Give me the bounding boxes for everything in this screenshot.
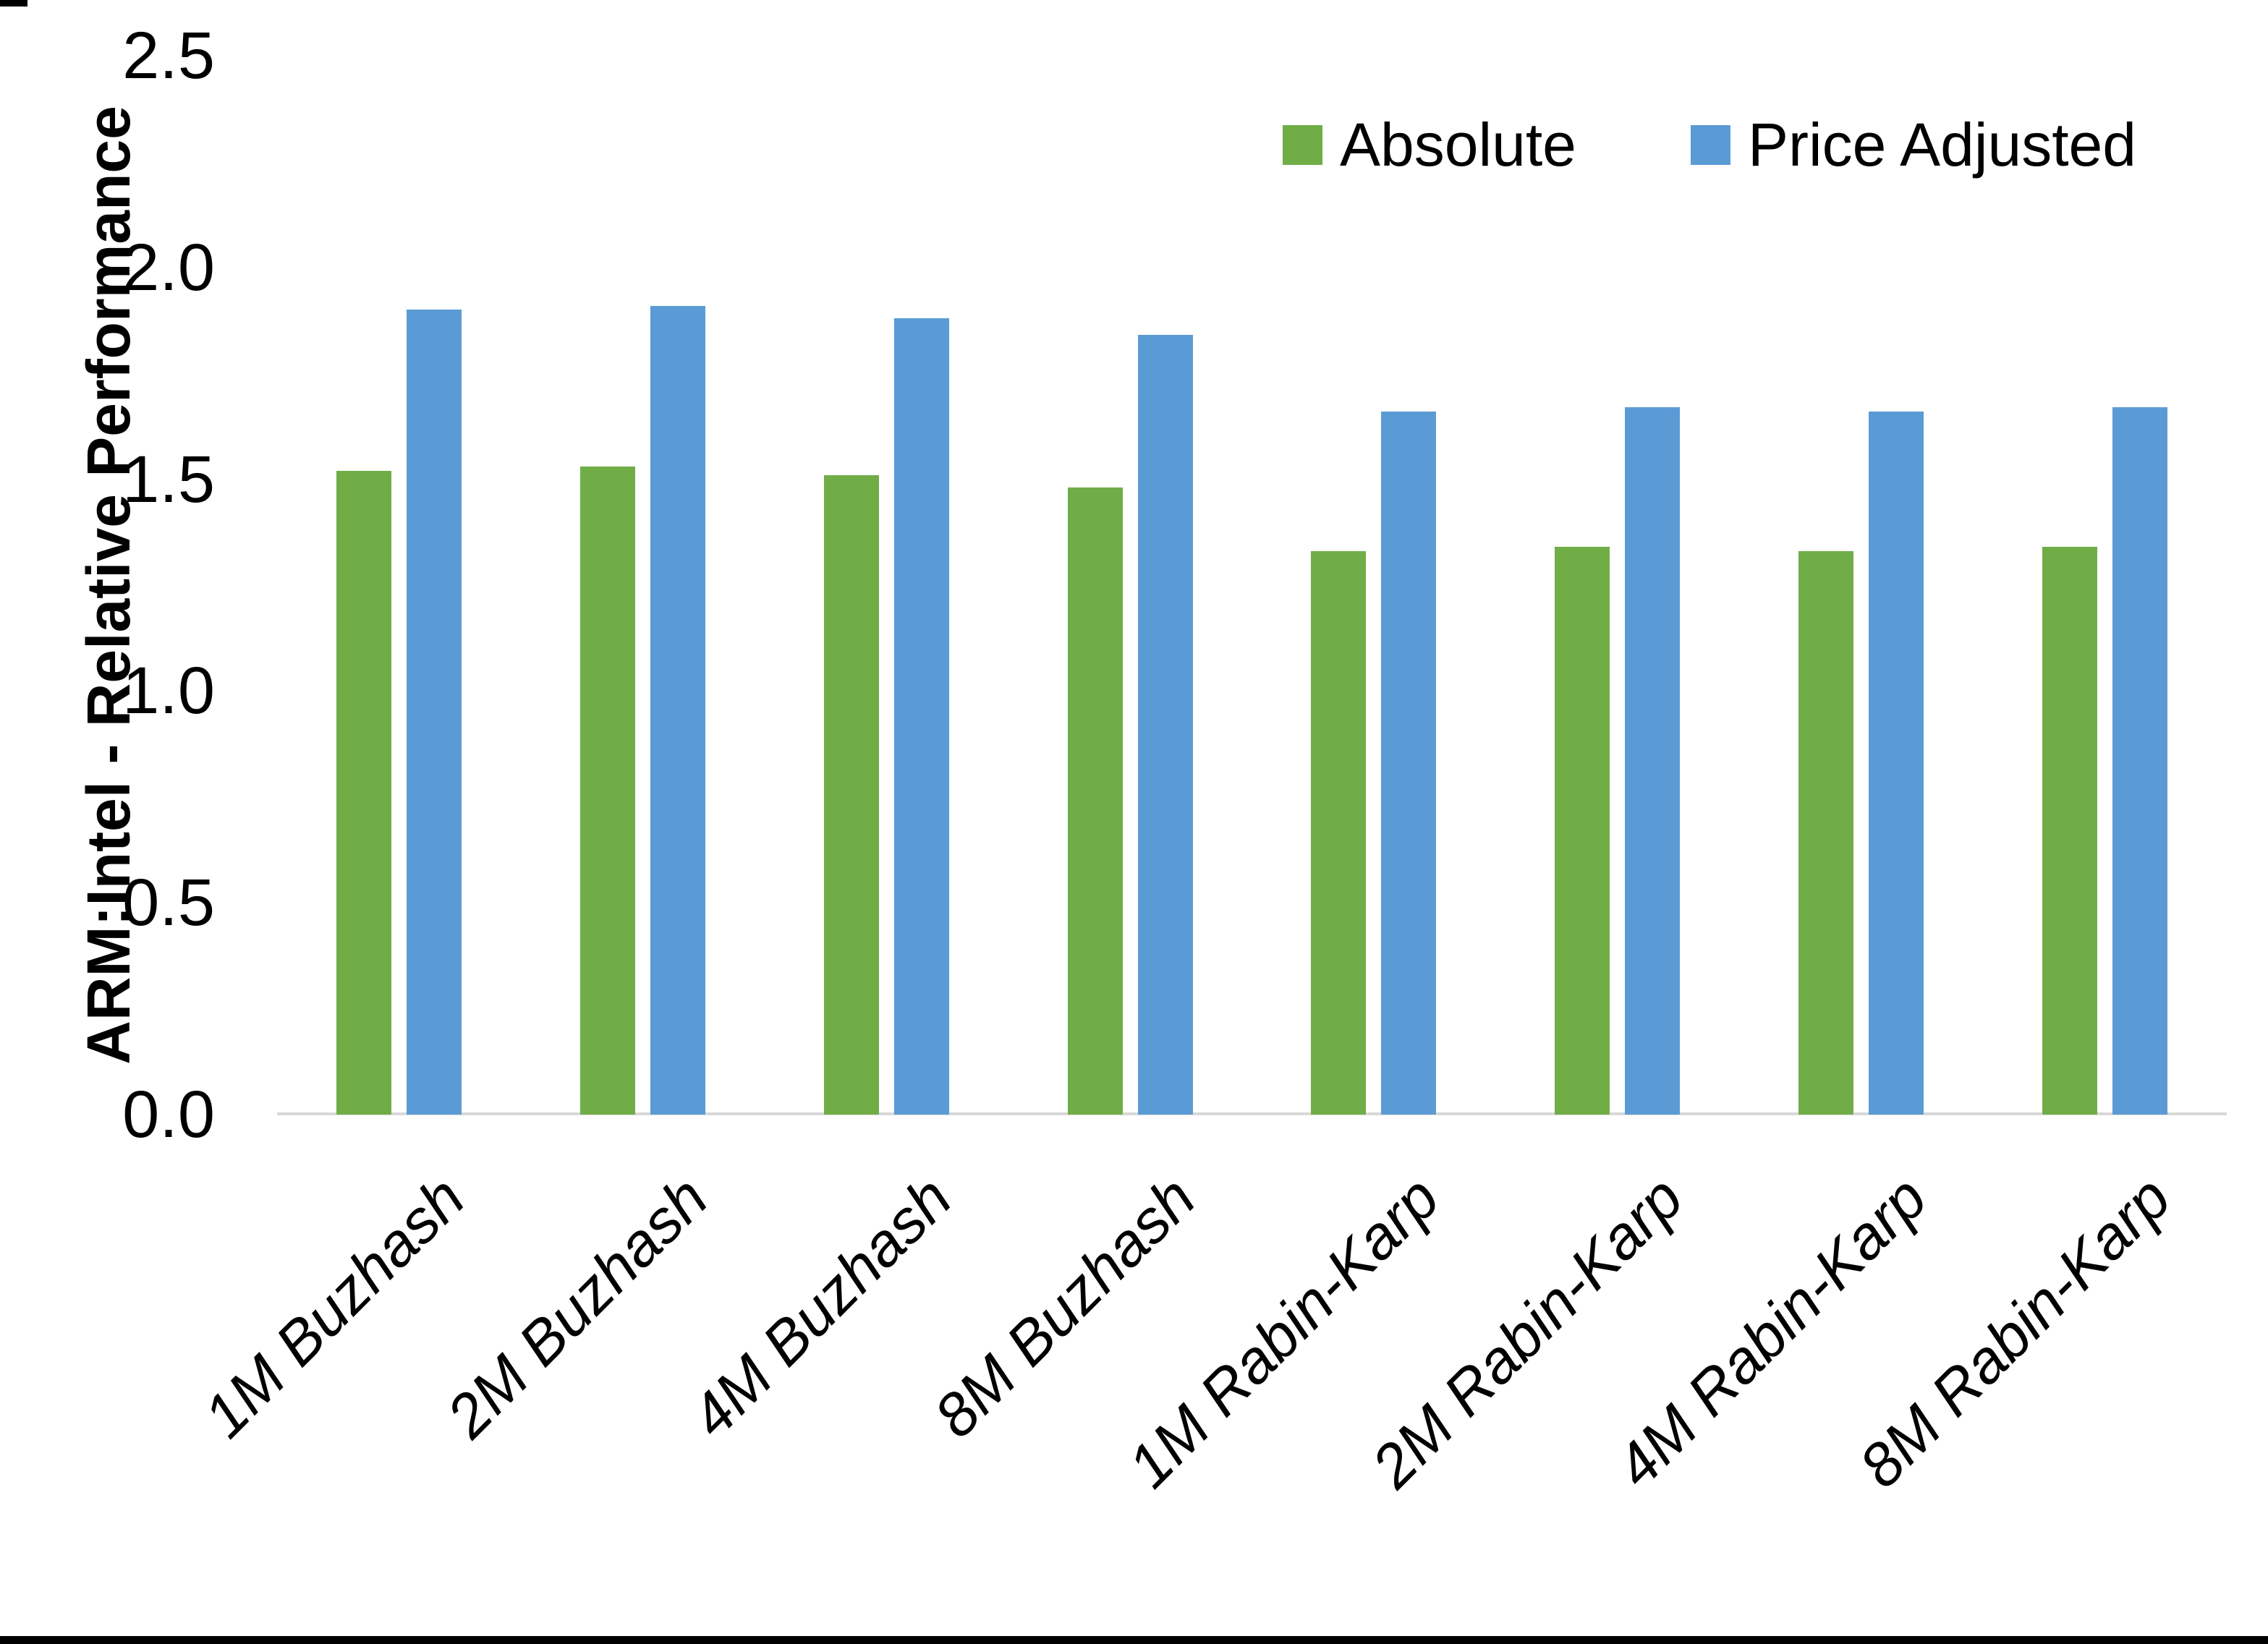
legend-item-price-adjusted: Price Adjusted	[1691, 111, 2136, 179]
y-tick-label: 2.0	[122, 230, 215, 304]
bar-price-adjusted-4m-buzhash	[894, 318, 949, 1115]
bar-price-adjusted-8m-rabin-karp	[2112, 407, 2167, 1115]
bar-absolute-8m-rabin-karp	[2042, 547, 2097, 1115]
y-tick-label: 1.5	[122, 442, 215, 516]
y-axis-title: ARM:Intel - Relative Performance	[75, 106, 143, 1065]
y-tick-label: 0.0	[122, 1078, 215, 1151]
screenshot-bottom-border	[0, 1636, 2268, 1644]
legend-swatch-icon	[1283, 124, 1322, 165]
legend-label: Absolute	[1340, 111, 1576, 179]
x-tick-label: 1M Buzhash	[190, 1163, 477, 1451]
bar-absolute-2m-rabin-karp	[1555, 547, 1610, 1115]
legend: Absolute Price Adjusted	[0, 111, 2268, 179]
x-tick-label: 4M Buzhash	[677, 1163, 965, 1451]
x-axis-line	[277, 1112, 2227, 1115]
bar-absolute-4m-buzhash	[824, 475, 879, 1115]
bar-price-adjusted-8m-buzhash	[1138, 335, 1193, 1115]
bar-absolute-1m-rabin-karp	[1311, 551, 1366, 1115]
bar-price-adjusted-2m-buzhash	[650, 306, 705, 1115]
bar-absolute-8m-buzhash	[1068, 487, 1123, 1115]
bar-price-adjusted-2m-rabin-karp	[1625, 407, 1680, 1115]
bar-absolute-4m-rabin-karp	[1798, 551, 1853, 1115]
y-tick-label: 2.5	[122, 19, 215, 93]
bar-absolute-2m-buzhash	[580, 467, 635, 1115]
bar-price-adjusted-1m-rabin-karp	[1381, 412, 1436, 1115]
screenshot-corner-artifact	[0, 0, 27, 7]
legend-item-absolute: Absolute	[1283, 111, 1576, 179]
y-tick-label: 0.5	[122, 866, 215, 940]
bar-price-adjusted-4m-rabin-karp	[1869, 412, 1924, 1115]
bar-absolute-1m-buzhash	[336, 471, 391, 1115]
x-tick-label: 2M Buzhash	[433, 1163, 721, 1451]
bar-price-adjusted-1m-buzhash	[407, 310, 462, 1115]
legend-swatch-icon	[1691, 124, 1730, 165]
y-tick-label: 1.0	[122, 654, 215, 728]
legend-label: Price Adjusted	[1748, 111, 2136, 179]
